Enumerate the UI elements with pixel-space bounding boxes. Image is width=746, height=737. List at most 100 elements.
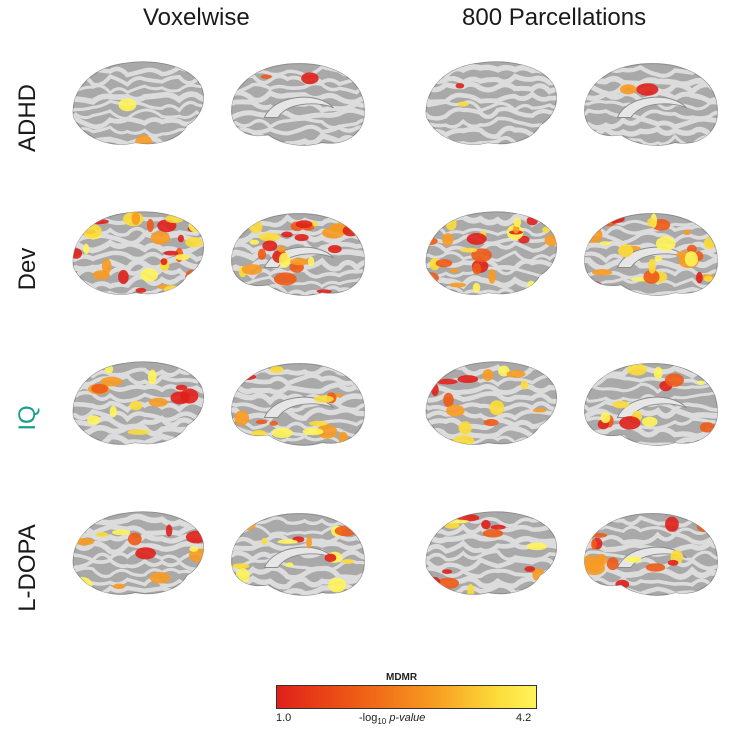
- activation-blob: [612, 400, 630, 409]
- activation-blob: [603, 213, 625, 224]
- activation-blob: [490, 524, 506, 530]
- activation-blob: [273, 272, 297, 286]
- activation-blob: [472, 263, 482, 275]
- brain-lateral-view: [425, 511, 557, 595]
- activation-blob: [600, 412, 611, 424]
- activation-blob: [441, 569, 453, 574]
- activation-blob: [482, 529, 504, 538]
- activation-blob: [111, 529, 131, 536]
- activation-blob: [595, 553, 608, 566]
- activation-blob: [544, 234, 557, 247]
- activation-blob: [667, 559, 679, 566]
- activation-blob: [526, 542, 548, 551]
- activation-blob: [488, 269, 496, 284]
- activation-blob: [175, 254, 190, 261]
- activation-blob: [341, 559, 355, 564]
- activation-blob: [92, 270, 110, 280]
- activation-blob: [328, 577, 347, 593]
- activation-blob: [188, 428, 200, 442]
- activation-blob: [471, 248, 492, 262]
- row-label-dev: Dev: [14, 247, 41, 291]
- activation-blob: [100, 376, 123, 387]
- activation-blob: [591, 363, 597, 377]
- activation-blob: [489, 400, 505, 416]
- activation-blob: [164, 285, 181, 295]
- activation-blob: [641, 416, 658, 427]
- activation-blob: [258, 232, 281, 242]
- activation-blob: [294, 234, 309, 242]
- activation-blob: [328, 244, 342, 254]
- brain-medial-view: [584, 513, 718, 596]
- activation-blob: [627, 363, 647, 376]
- activation-blob: [648, 258, 656, 274]
- activation-blob: [163, 250, 179, 256]
- activation-blob: [437, 218, 452, 225]
- activation-blob: [91, 383, 109, 394]
- activation-blob: [188, 218, 203, 233]
- activation-blob: [334, 525, 358, 537]
- activation-blob: [430, 515, 443, 530]
- activation-blob: [324, 553, 337, 563]
- activation-blob: [188, 548, 204, 563]
- activation-blob: [457, 101, 469, 107]
- activation-blob: [532, 408, 547, 413]
- activation-blob: [448, 519, 470, 524]
- activation-blob: [436, 378, 458, 385]
- activation-blob: [271, 427, 293, 439]
- activation-blob: [619, 416, 641, 430]
- colorbar-axis-label: -log10 p-value: [359, 712, 426, 727]
- activation-blob: [109, 405, 117, 418]
- brain-lateral-view: [425, 61, 557, 145]
- activation-blob: [703, 275, 714, 282]
- activation-blob: [269, 420, 278, 426]
- activation-blob: [584, 281, 604, 291]
- brain-lateral-view: [425, 211, 557, 295]
- activation-blob: [307, 256, 315, 267]
- activation-blob: [643, 269, 660, 284]
- activation-blob: [249, 239, 260, 245]
- activation-blob: [118, 269, 129, 285]
- activation-blob: [188, 577, 197, 588]
- activation-blob: [149, 571, 171, 584]
- activation-blob: [654, 255, 663, 262]
- brain-medial-view: [584, 363, 718, 446]
- activation-blob: [135, 287, 147, 293]
- activation-blob: [606, 557, 619, 571]
- activation-blob: [295, 220, 313, 229]
- activation-blob: [436, 577, 460, 589]
- activation-blob: [483, 419, 499, 427]
- brain-medial-view: [584, 213, 718, 296]
- activation-blob: [316, 289, 332, 294]
- column-title-parcellations: 800 Parcellations: [462, 4, 647, 31]
- activation-blob: [444, 522, 460, 529]
- activation-blob: [446, 404, 465, 417]
- activation-blob: [349, 214, 365, 225]
- activation-blob: [74, 537, 95, 546]
- activation-blob: [101, 258, 112, 274]
- activation-blob: [619, 84, 637, 95]
- activation-blob: [542, 226, 550, 233]
- activation-blob: [135, 547, 156, 560]
- activation-blob: [686, 244, 697, 254]
- activation-blob: [150, 231, 171, 245]
- activation-blob: [237, 217, 250, 227]
- activation-blob: [664, 373, 684, 387]
- column-title-voxelwise: Voxelwise: [143, 4, 250, 31]
- activation-blob: [513, 217, 522, 228]
- activation-blob: [342, 225, 359, 237]
- activation-blob: [269, 366, 284, 374]
- activation-blob: [146, 218, 154, 233]
- activation-blob: [472, 282, 481, 293]
- activation-blob: [618, 244, 634, 258]
- activation-blob: [615, 579, 630, 589]
- activation-blob: [482, 369, 494, 382]
- brain-lateral-view: [72, 361, 204, 445]
- activation-blob: [278, 252, 291, 268]
- activation-blob: [457, 375, 479, 384]
- colorbar-max-label: 4.2: [516, 712, 532, 724]
- activation-blob: [285, 562, 294, 568]
- activation-blob: [281, 231, 293, 238]
- activation-blob: [647, 217, 656, 227]
- activation-blob: [520, 380, 529, 390]
- activation-blob: [237, 373, 257, 381]
